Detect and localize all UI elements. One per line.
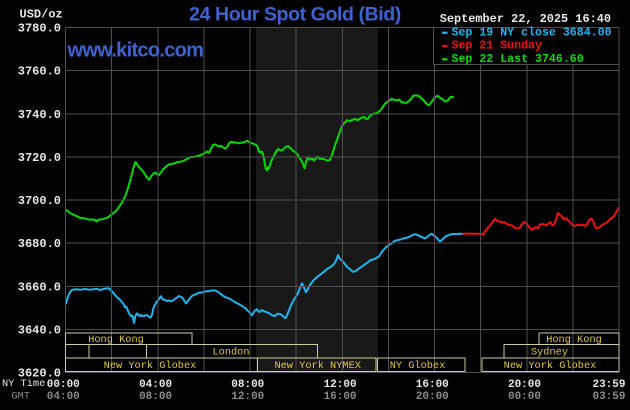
svg-text:September 22, 2025 16:40: September 22, 2025 16:40 [440, 12, 611, 26]
svg-text:Sep 19 NY close 3684.00: Sep 19 NY close 3684.00 [452, 26, 612, 39]
svg-text:08:00: 08:00 [139, 391, 172, 403]
svg-text:04:00: 04:00 [47, 391, 80, 403]
svg-text:3740.0: 3740.0 [18, 108, 61, 122]
svg-text:00:00: 00:00 [47, 379, 80, 391]
svg-text:3640.0: 3640.0 [18, 324, 61, 338]
svg-text:Hong Kong: Hong Kong [88, 334, 144, 346]
svg-text:24 Hour Spot Gold (Bid): 24 Hour Spot Gold (Bid) [189, 4, 401, 26]
svg-text:12:00: 12:00 [231, 391, 264, 403]
svg-text:3680.0: 3680.0 [18, 237, 61, 251]
svg-text:New York Globex: New York Globex [104, 360, 197, 372]
svg-text:Sep 22 Last 3746.60: Sep 22 Last 3746.60 [452, 53, 584, 66]
svg-text:3620.0: 3620.0 [18, 367, 61, 381]
svg-text:London: London [212, 347, 249, 359]
svg-text:23:59: 23:59 [592, 379, 625, 391]
svg-text:USD/oz: USD/oz [20, 7, 63, 21]
svg-text:3760.0: 3760.0 [18, 65, 61, 79]
svg-text:Sep 21 Sunday: Sep 21 Sunday [452, 40, 542, 53]
svg-text:16:00: 16:00 [324, 391, 357, 403]
svg-text:GMT: GMT [11, 391, 30, 403]
svg-text:3660.0: 3660.0 [18, 280, 61, 294]
svg-text:00:00: 00:00 [508, 391, 541, 403]
svg-text:20:00: 20:00 [508, 379, 541, 391]
svg-text:3780.0: 3780.0 [18, 22, 61, 36]
svg-text:New York Globex: New York Globex [504, 360, 597, 372]
svg-text:New York NYMEX: New York NYMEX [274, 360, 361, 372]
svg-text:16:00: 16:00 [416, 379, 449, 391]
svg-text:3700.0: 3700.0 [18, 194, 61, 208]
svg-text:3720.0: 3720.0 [18, 151, 61, 165]
svg-text:08:00: 08:00 [231, 379, 264, 391]
svg-text:Sydney: Sydney [531, 347, 568, 359]
svg-text:NY Time: NY Time [2, 378, 45, 390]
svg-text:04:00: 04:00 [139, 379, 172, 391]
svg-text:Hong Kong: Hong Kong [546, 334, 602, 346]
svg-text:NY Globex: NY Globex [390, 360, 446, 372]
svg-text:12:00: 12:00 [324, 379, 357, 391]
svg-text:www.kitco.com: www.kitco.com [67, 39, 204, 61]
svg-text:03:59: 03:59 [592, 391, 625, 403]
svg-text:20:00: 20:00 [416, 391, 449, 403]
